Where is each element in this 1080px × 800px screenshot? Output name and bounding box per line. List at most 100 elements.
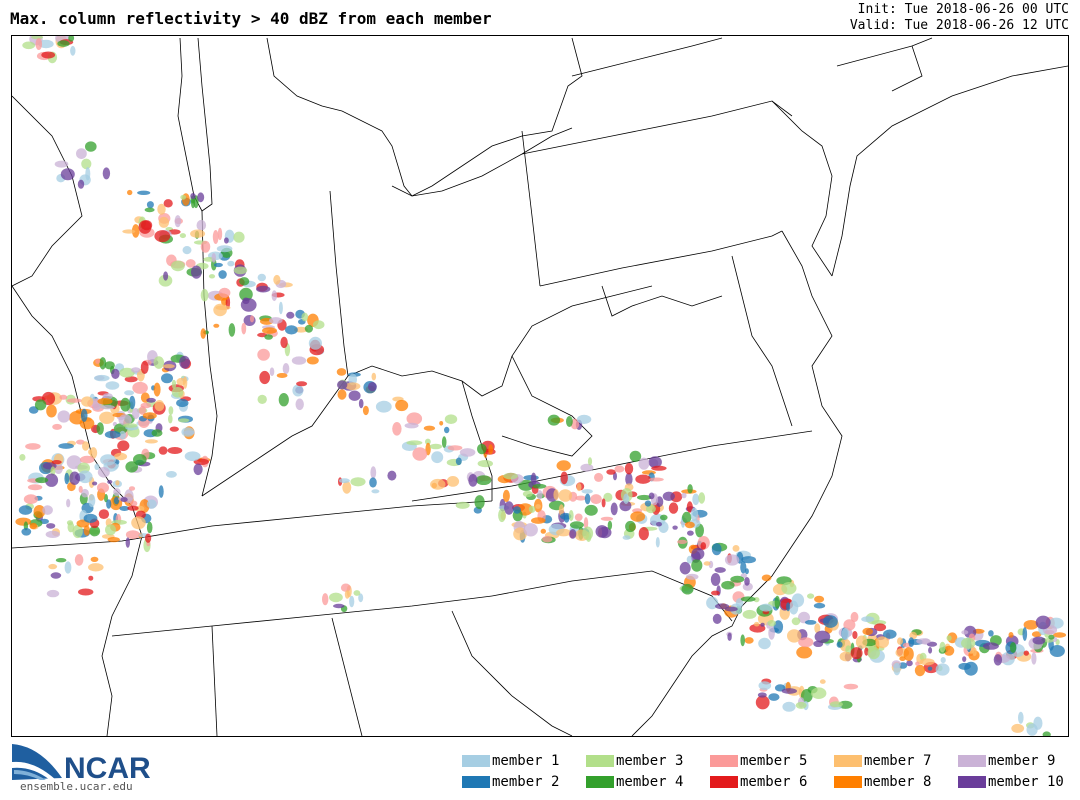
- lake-michigan-outline: [177, 37, 213, 212]
- reflectivity-cell: [120, 397, 131, 412]
- reflectivity-cell: [645, 504, 656, 514]
- reflectivity-cell: [218, 287, 231, 298]
- reflectivity-cell: [795, 701, 807, 709]
- reflectivity-cell: [80, 408, 88, 422]
- reflectivity-cell: [741, 556, 756, 564]
- reflectivity-cell: [127, 189, 133, 196]
- pa-north-border: [521, 100, 793, 155]
- reflectivity-cell: [259, 370, 271, 385]
- reflectivity-cell: [727, 632, 732, 641]
- reflectivity-cell: [441, 436, 447, 448]
- reflectivity-cell: [897, 637, 903, 645]
- in-oh-border: [329, 190, 349, 377]
- reflectivity-cell: [257, 394, 267, 404]
- reflectivity-cell: [218, 270, 227, 279]
- reflectivity-cell: [404, 422, 419, 429]
- reflectivity-cell: [15, 517, 32, 526]
- reflectivity-cell: [306, 356, 319, 365]
- reflectivity-cell: [935, 663, 950, 676]
- reflectivity-cell: [843, 683, 859, 690]
- reflectivity-cell: [958, 662, 971, 670]
- reflectivity-cell: [153, 382, 161, 397]
- reflectivity-cell: [213, 262, 223, 268]
- reflectivity-cell: [58, 443, 74, 449]
- reflectivity-cell: [165, 471, 177, 478]
- reflectivity-cell: [81, 158, 92, 170]
- reflectivity-cell: [668, 502, 679, 514]
- reflectivity-cell: [504, 501, 514, 515]
- legend-label: member 4: [616, 774, 684, 790]
- reflectivity-cell: [278, 393, 289, 407]
- reflectivity-cell: [322, 593, 329, 606]
- reflectivity-cell: [742, 609, 757, 619]
- reflectivity-cell: [455, 501, 470, 509]
- legend-label: member 7: [864, 753, 932, 769]
- reflectivity-cell: [961, 637, 976, 649]
- reflectivity-cell: [861, 616, 875, 623]
- reflectivity-cell: [1009, 642, 1017, 653]
- atlantic-coast: [631, 230, 843, 736]
- reflectivity-cell: [651, 465, 667, 471]
- reflectivity-cell: [600, 516, 614, 521]
- reflectivity-cell: [503, 472, 518, 480]
- reflectivity-cell: [786, 602, 791, 612]
- reflectivity-cell: [677, 539, 688, 544]
- reflectivity-cell: [915, 661, 920, 666]
- reflectivity-cell: [607, 520, 613, 530]
- reflectivity-cell: [44, 473, 59, 487]
- reflectivity-cell: [943, 645, 955, 656]
- reflectivity-cell: [730, 575, 745, 583]
- reflectivity-cell: [392, 422, 402, 436]
- reflectivity-cell: [1032, 636, 1046, 645]
- reflectivity-cell: [64, 561, 72, 574]
- legend-swatch: [958, 776, 986, 788]
- reflectivity-cell: [768, 625, 775, 640]
- reflectivity-cells: [15, 36, 1067, 736]
- reflectivity-cell: [583, 517, 589, 530]
- reflectivity-cell: [227, 260, 235, 267]
- reflectivity-cell: [94, 374, 110, 382]
- reflectivity-cell: [638, 527, 649, 541]
- reflectivity-cell: [292, 384, 304, 397]
- reflectivity-map: [11, 35, 1069, 737]
- reflectivity-cell: [200, 328, 206, 339]
- oh-pa-border: [521, 130, 541, 287]
- reflectivity-cell: [60, 168, 75, 181]
- reflectivity-cell: [129, 395, 136, 410]
- reflectivity-cell: [182, 376, 188, 389]
- reflectivity-cell: [128, 486, 136, 491]
- reflectivity-cell: [712, 613, 722, 625]
- reflectivity-cell: [914, 664, 926, 677]
- reflectivity-cell: [200, 289, 209, 302]
- reflectivity-cell: [444, 426, 450, 434]
- reflectivity-cell: [431, 451, 444, 464]
- reflectivity-cell: [337, 389, 347, 400]
- reflectivity-cell: [475, 475, 492, 485]
- reflectivity-cell: [836, 641, 843, 648]
- reflectivity-cell: [85, 167, 91, 181]
- reflectivity-cell: [342, 481, 352, 494]
- reflectivity-cell: [158, 485, 164, 498]
- reflectivity-cell: [31, 36, 44, 40]
- reflectivity-cell: [38, 39, 54, 49]
- reflectivity-cell: [119, 367, 135, 378]
- reflectivity-cell: [146, 201, 154, 209]
- reflectivity-cell: [162, 364, 175, 369]
- reflectivity-cell: [233, 266, 248, 275]
- reflectivity-cell: [97, 398, 113, 405]
- reflectivity-cell: [685, 573, 699, 580]
- reflectivity-cell: [48, 563, 58, 570]
- reflectivity-cell: [285, 325, 298, 335]
- reflectivity-cell: [176, 398, 189, 408]
- reflectivity-cell: [83, 525, 91, 536]
- reflectivity-cell: [185, 259, 196, 268]
- reflectivity-cell: [767, 620, 776, 627]
- reflectivity-cell: [513, 506, 521, 514]
- reflectivity-cell: [46, 589, 60, 598]
- reflectivity-cell: [687, 530, 694, 536]
- reflectivity-cell: [171, 260, 185, 272]
- reflectivity-cell: [638, 457, 650, 470]
- reflectivity-cell: [582, 526, 594, 541]
- reflectivity-cell: [558, 489, 573, 502]
- reflectivity-cell: [193, 458, 209, 465]
